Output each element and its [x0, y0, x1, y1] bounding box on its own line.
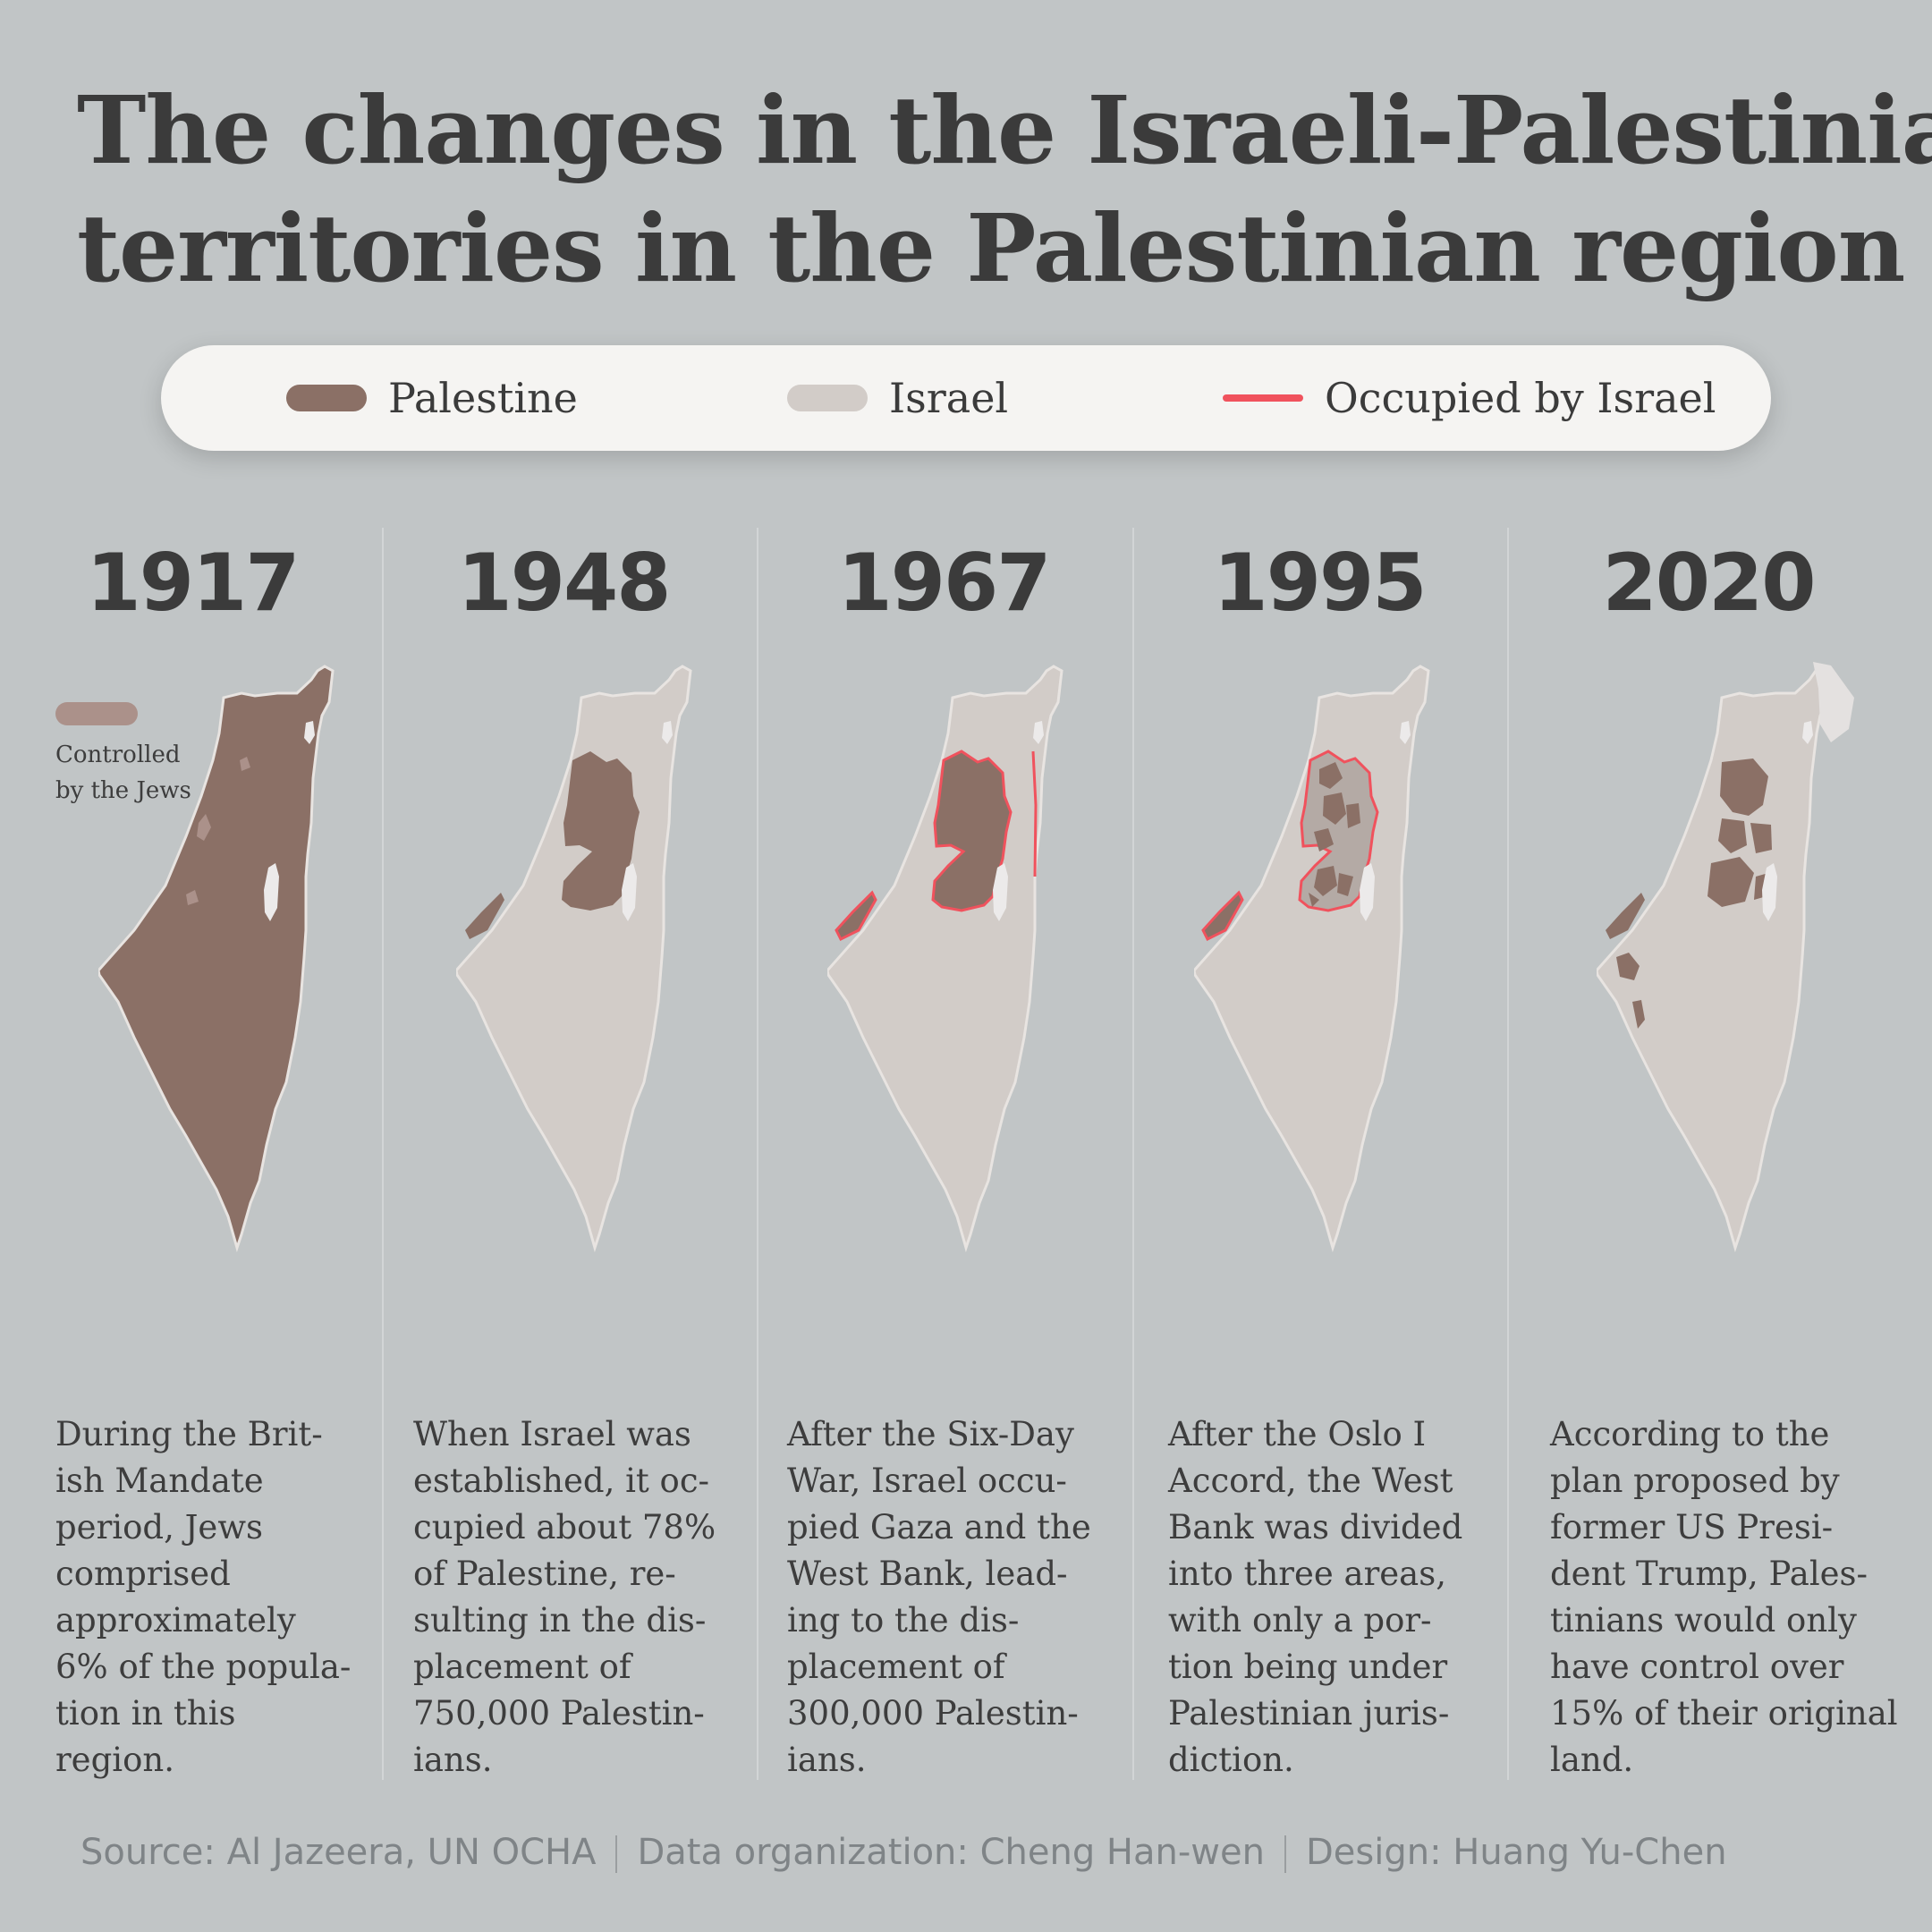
legend-item-occupied: Occupied by Israel	[1223, 345, 1716, 451]
negev-enclave	[1616, 953, 1640, 980]
description-1967: After the Six-Day War, Israel occu-pied G…	[787, 1415, 1091, 1779]
footer-separator	[615, 1835, 618, 1873]
map-1967	[827, 665, 1063, 1250]
jewish-controlled-label: Controlled by the Jews	[55, 741, 191, 804]
palestinian-enclaves	[1707, 758, 1772, 907]
page-title: The changes in the Israeli-Palestinian t…	[77, 72, 1932, 308]
israel-territory	[827, 665, 1063, 1250]
design-credit: Design: Huang Yu-Chen	[1305, 1832, 1727, 1873]
israel-territory	[456, 665, 692, 1250]
description-1917: During the Brit-ish Mandate period, Jews c…	[55, 1415, 352, 1779]
legend-label-israel: Israel	[889, 374, 1009, 422]
israel-swatch	[787, 385, 868, 411]
palestine-swatch	[286, 385, 367, 411]
title-line-2: territories in the Palestinian region	[77, 193, 1905, 303]
legend-item-israel: Israel	[787, 345, 1008, 451]
negev-enclave	[1632, 1000, 1645, 1029]
source-credit: Source: Al Jazeera, UN OCHA	[80, 1832, 597, 1873]
year-2020: 2020	[1602, 537, 1817, 629]
description-1948: When Israel was established, it oc-cupied…	[413, 1415, 716, 1779]
year-1948: 1948	[457, 537, 672, 629]
jewish-controlled-swatch	[55, 702, 138, 725]
legend-label-occupied: Occupied by Israel	[1325, 374, 1716, 422]
map-1995	[1194, 665, 1430, 1250]
map-1948	[456, 665, 692, 1250]
map-2020	[1597, 662, 1854, 1250]
description-2020: According to the plan proposed by former U…	[1550, 1415, 1898, 1779]
year-1995: 1995	[1213, 537, 1428, 629]
title-line-1: The changes in the Israeli-Palestinian	[77, 75, 1932, 185]
column-divider	[1507, 528, 1509, 1780]
golan-heights-area	[1813, 662, 1854, 742]
description-1995: After the Oslo I Accord, the West Bank was…	[1168, 1415, 1463, 1779]
credits-footer: Source: Al Jazeera, UN OCHA Data organiza…	[80, 1832, 1727, 1873]
jewish-settlement-patch	[197, 814, 211, 841]
data-credit: Data organization: Cheng Han-wen	[637, 1832, 1265, 1873]
column-divider	[757, 528, 758, 1780]
legend-item-palestine: Palestine	[286, 345, 578, 451]
palestinian-enclaves	[1309, 762, 1360, 907]
map-1917	[98, 665, 335, 1250]
jewish-settlement-patch	[186, 890, 199, 905]
israel-territory	[1194, 665, 1430, 1250]
year-1967: 1967	[837, 537, 1052, 629]
column-divider	[1132, 528, 1134, 1780]
occupied-golan-border	[1031, 750, 1038, 877]
footer-separator	[1284, 1835, 1286, 1873]
legend: Palestine Israel Occupied by Israel	[161, 345, 1771, 451]
occupied-line-swatch	[1223, 394, 1303, 402]
jewish-settlement-patch	[240, 757, 250, 771]
column-divider	[382, 528, 384, 1780]
year-1917: 1917	[86, 537, 301, 629]
legend-label-palestine: Palestine	[388, 374, 578, 422]
